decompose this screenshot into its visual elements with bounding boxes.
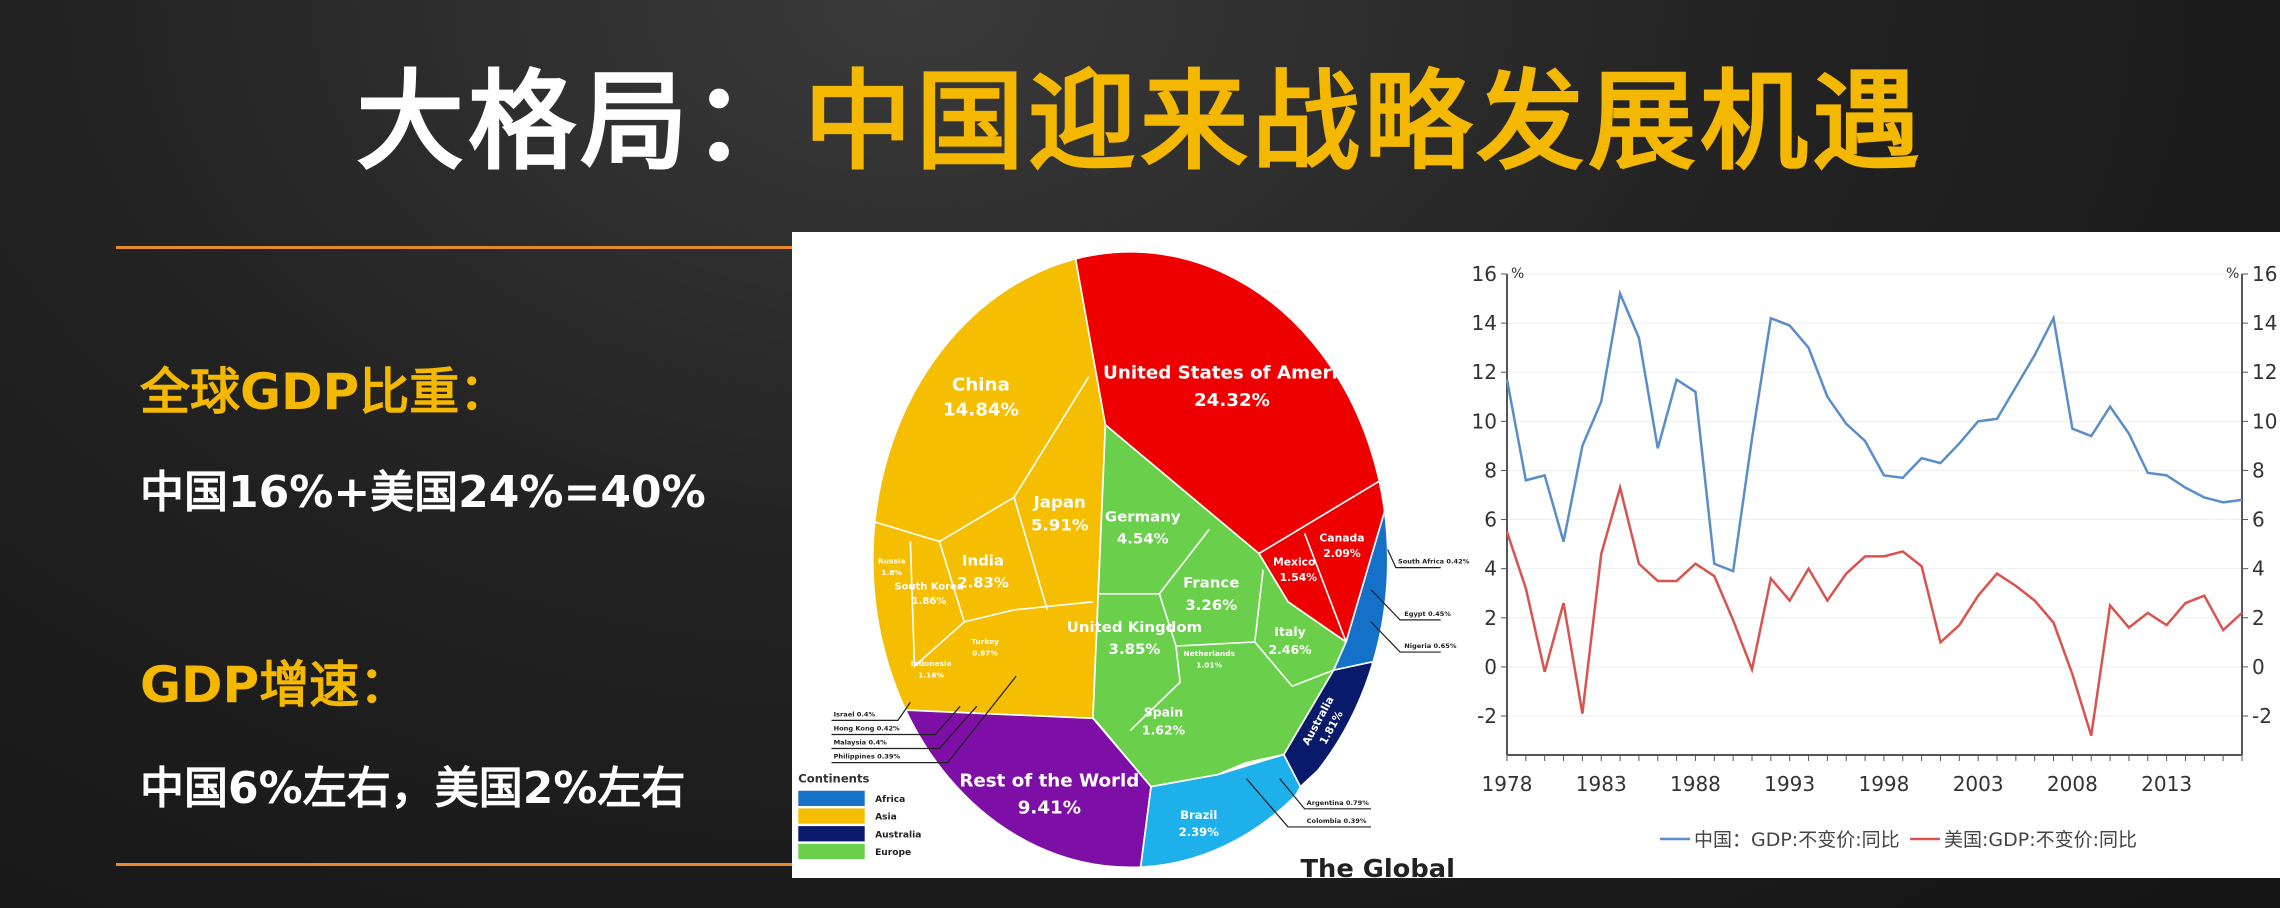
callout-malaysia: Malaysia 0.4% bbox=[834, 739, 888, 747]
x-tick-label: 2008 bbox=[2047, 772, 2098, 796]
legend-label-1: 美国:GDP:不变价:同比 bbox=[1944, 829, 2137, 851]
legend-swatch-australia bbox=[798, 826, 865, 842]
top-divider bbox=[116, 246, 792, 249]
x-tick-label: 1978 bbox=[1482, 772, 1533, 796]
legend-swatch-asia bbox=[798, 808, 865, 824]
y-tick-label-left: 16 bbox=[1472, 262, 1497, 286]
y-tick-label-right: -2 bbox=[2252, 704, 2272, 728]
callout-egypt: Egypt 0.45% bbox=[1404, 610, 1451, 618]
region-africa bbox=[1332, 500, 1388, 684]
y-tick-label-right: 0 bbox=[2252, 655, 2265, 679]
legend-asia: Asia bbox=[875, 813, 897, 823]
label-south-korea: South Korea 1.86% bbox=[894, 582, 963, 607]
y-tick-label-right: 2 bbox=[2252, 606, 2265, 630]
y-tick-label-left: 0 bbox=[1484, 655, 1497, 679]
y-tick-label-right: 12 bbox=[2252, 360, 2277, 384]
pie-footer: The Global bbox=[1300, 854, 1454, 884]
slide-title: 大格局：中国迎来战略发展机遇 bbox=[355, 60, 1925, 185]
label-italy: Italy 2.46% bbox=[1268, 625, 1311, 657]
callout-south-africa: South Africa 0.42% bbox=[1398, 558, 1470, 566]
growth-heading: GDP增速： bbox=[140, 656, 410, 714]
callout-colombia: Colombia 0.39% bbox=[1307, 817, 1367, 825]
series-line-1 bbox=[1505, 482, 2243, 737]
label-russia: Russia 1.8% bbox=[878, 557, 906, 577]
y-tick-label-left: 12 bbox=[1472, 360, 1497, 384]
label-india: India 2.83% bbox=[957, 553, 1009, 592]
label-turkey: Turkey 0.97% bbox=[971, 637, 999, 657]
y-tick-label-left: 6 bbox=[1484, 508, 1497, 532]
x-tick-label: 1998 bbox=[1858, 772, 1909, 796]
label-japan: Japan 5.91% bbox=[1031, 493, 1089, 535]
series-line-0 bbox=[1505, 289, 2243, 573]
share-heading: 全球GDP比重： bbox=[140, 363, 510, 421]
y-tick-label-right: 8 bbox=[2252, 458, 2265, 482]
x-tick-label: 2003 bbox=[1953, 772, 2004, 796]
label-canada: Canada 2.09% bbox=[1319, 532, 1364, 560]
label-uk: United Kingdom 3.85% bbox=[1067, 619, 1202, 658]
x-tick-label: 1983 bbox=[1576, 772, 1627, 796]
label-rest: Rest of the World 9.41% bbox=[959, 771, 1139, 818]
continent-legend: Africa Asia Australia Europe bbox=[798, 790, 921, 860]
y-tick-label-left: -2 bbox=[1477, 704, 1497, 728]
label-spain: Spain 1.62% bbox=[1142, 706, 1185, 738]
legend-africa: Africa bbox=[875, 795, 905, 805]
y-tick-label-left: 14 bbox=[1472, 311, 1497, 335]
x-tick-label: 1993 bbox=[1764, 772, 1815, 796]
y-tick-label-right: 14 bbox=[2252, 311, 2277, 335]
label-indonesia: Indonesia 1.16% bbox=[911, 659, 952, 679]
legend-europe: Europe bbox=[875, 848, 911, 858]
label-china: China 14.84% bbox=[943, 375, 1019, 421]
y-unit-right: % bbox=[2226, 266, 2239, 282]
y-tick-label-right: 10 bbox=[2252, 409, 2277, 433]
x-tick-label: 1988 bbox=[1670, 772, 1721, 796]
y-tick-label-left: 10 bbox=[1472, 409, 1497, 433]
legend-swatch-europe bbox=[798, 843, 865, 860]
y-tick-label-left: 8 bbox=[1484, 458, 1497, 482]
callout-nigeria: Nigeria 0.65% bbox=[1404, 642, 1457, 650]
x-tick-label: 2013 bbox=[2141, 772, 2192, 796]
y-unit-left: % bbox=[1511, 266, 1524, 282]
y-tick-label-right: 16 bbox=[2252, 262, 2277, 286]
bottom-divider bbox=[116, 863, 792, 866]
y-tick-label-right: 4 bbox=[2252, 557, 2265, 581]
label-mexico: Mexico 1.54% bbox=[1273, 556, 1317, 584]
label-germany: Germany 4.54% bbox=[1105, 509, 1181, 548]
callout-israel: Israel 0.4% bbox=[834, 710, 876, 718]
share-text: 中国16%+美国24%=40% bbox=[140, 467, 706, 518]
y-tick-label-left: 2 bbox=[1484, 606, 1497, 630]
label-brazil: Brazil 2.39% bbox=[1179, 808, 1220, 839]
legend-title: Continents bbox=[798, 772, 869, 786]
y-tick-label-left: 4 bbox=[1484, 557, 1497, 581]
callout-philippines: Philippines 0.39% bbox=[834, 753, 901, 761]
y-tick-label-right: 6 bbox=[2252, 508, 2265, 532]
legend-australia: Australia bbox=[875, 830, 921, 840]
label-france: France 3.26% bbox=[1183, 575, 1239, 614]
legend-swatch-africa bbox=[798, 790, 865, 807]
callout-hong-kong: Hong Kong 0.42% bbox=[834, 725, 901, 733]
growth-text: 中国6%左右，美国2%左右 bbox=[140, 763, 686, 814]
legend-label-0: 中国：GDP:不变价:同比 bbox=[1694, 829, 1900, 851]
callout-argentina: Argentina 0.79% bbox=[1307, 799, 1370, 807]
label-usa: United States of America 24.32% bbox=[1103, 363, 1361, 411]
label-netherlands: Netherlands 1.01% bbox=[1183, 649, 1235, 669]
